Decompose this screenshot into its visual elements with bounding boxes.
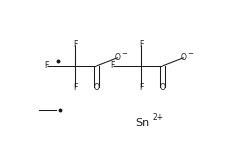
Text: 2+: 2+ [152, 113, 163, 122]
Text: O: O [180, 53, 186, 62]
Text: O: O [114, 53, 120, 62]
Text: O: O [93, 83, 99, 92]
Text: −: − [186, 51, 192, 57]
Text: F: F [138, 83, 143, 92]
Text: −: − [121, 51, 126, 57]
Text: F: F [73, 83, 77, 92]
Text: F: F [110, 61, 114, 70]
Text: F: F [138, 40, 143, 49]
Text: F: F [73, 40, 77, 49]
Text: O: O [159, 83, 165, 92]
Text: F: F [44, 61, 49, 70]
Text: Sn: Sn [135, 118, 149, 128]
